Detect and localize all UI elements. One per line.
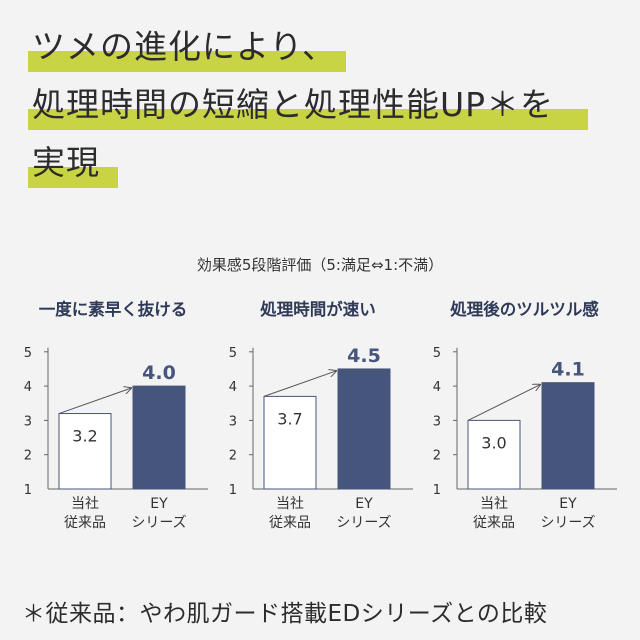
chart-title-2: 処理時間が速い xyxy=(260,300,376,319)
y-tick-label: 4 xyxy=(24,380,32,395)
highlight-mark xyxy=(28,51,346,72)
trend-arrow xyxy=(58,388,131,415)
highlight-mark xyxy=(28,167,118,188)
bar-conventional xyxy=(263,395,317,490)
headline-line-3: 実現 xyxy=(28,138,554,188)
bar-ey-series xyxy=(541,382,595,490)
data-label: 3.0 xyxy=(481,433,506,452)
data-label: 4.1 xyxy=(551,359,585,381)
headline: ツメの進化により、 処理時間の短縮と処理性能UP＊を 実現 xyxy=(28,22,588,196)
highlight-mark xyxy=(28,109,588,130)
trend-arrow xyxy=(467,385,540,421)
category-label: シリーズ xyxy=(540,515,595,531)
category-label: 当社 xyxy=(480,496,508,512)
headline-line-2: 処理時間の短縮と処理性能UP＊を xyxy=(28,80,588,130)
category-label: シリーズ xyxy=(336,515,391,531)
category-label: 従来品 xyxy=(269,515,311,531)
y-tick-label: 3 xyxy=(433,414,441,429)
y-tick-label: 5 xyxy=(24,346,32,361)
y-tick-label: 4 xyxy=(433,380,441,395)
chart-title-1: 一度に素早く抜ける xyxy=(38,300,188,319)
y-tick-label: 2 xyxy=(433,449,441,464)
bar-ey-series xyxy=(132,385,186,490)
category-label: 当社 xyxy=(71,496,99,512)
data-label: 4.5 xyxy=(347,345,381,367)
data-label: 3.7 xyxy=(277,409,302,428)
category-label: 従来品 xyxy=(473,515,515,531)
headline-line-1: ツメの進化により、 xyxy=(28,22,554,72)
y-tick-label: 1 xyxy=(24,483,32,498)
data-label: 3.2 xyxy=(72,427,97,446)
y-tick-label: 2 xyxy=(229,449,237,464)
category-label: EY xyxy=(355,496,373,512)
category-label: EY xyxy=(150,496,168,512)
category-label: EY xyxy=(559,496,577,512)
y-tick-label: 1 xyxy=(229,483,237,498)
bar-conventional xyxy=(467,419,521,490)
footnote: ＊従来品：やわ肌ガード搭載EDシリーズとの比較 xyxy=(22,601,548,627)
category-label: シリーズ xyxy=(131,515,186,531)
data-label: 4.0 xyxy=(142,362,176,384)
y-tick-label: 3 xyxy=(24,414,32,429)
bar-conventional xyxy=(58,413,112,490)
category-label: 従来品 xyxy=(64,515,106,531)
trend-arrow xyxy=(263,371,336,397)
y-tick-label: 4 xyxy=(229,380,237,395)
category-label: 当社 xyxy=(276,496,304,512)
rating-scale-subtitle: 効果感5段階評価（5:満足⇔1:不満） xyxy=(196,256,444,274)
y-tick-label: 1 xyxy=(433,483,441,498)
y-tick-label: 3 xyxy=(229,414,237,429)
y-tick-label: 5 xyxy=(229,346,237,361)
y-tick-label: 2 xyxy=(24,449,32,464)
chart-title-3: 処理後のツルツル感 xyxy=(450,300,599,319)
bar-ey-series xyxy=(337,368,391,490)
y-tick-label: 5 xyxy=(433,346,441,361)
